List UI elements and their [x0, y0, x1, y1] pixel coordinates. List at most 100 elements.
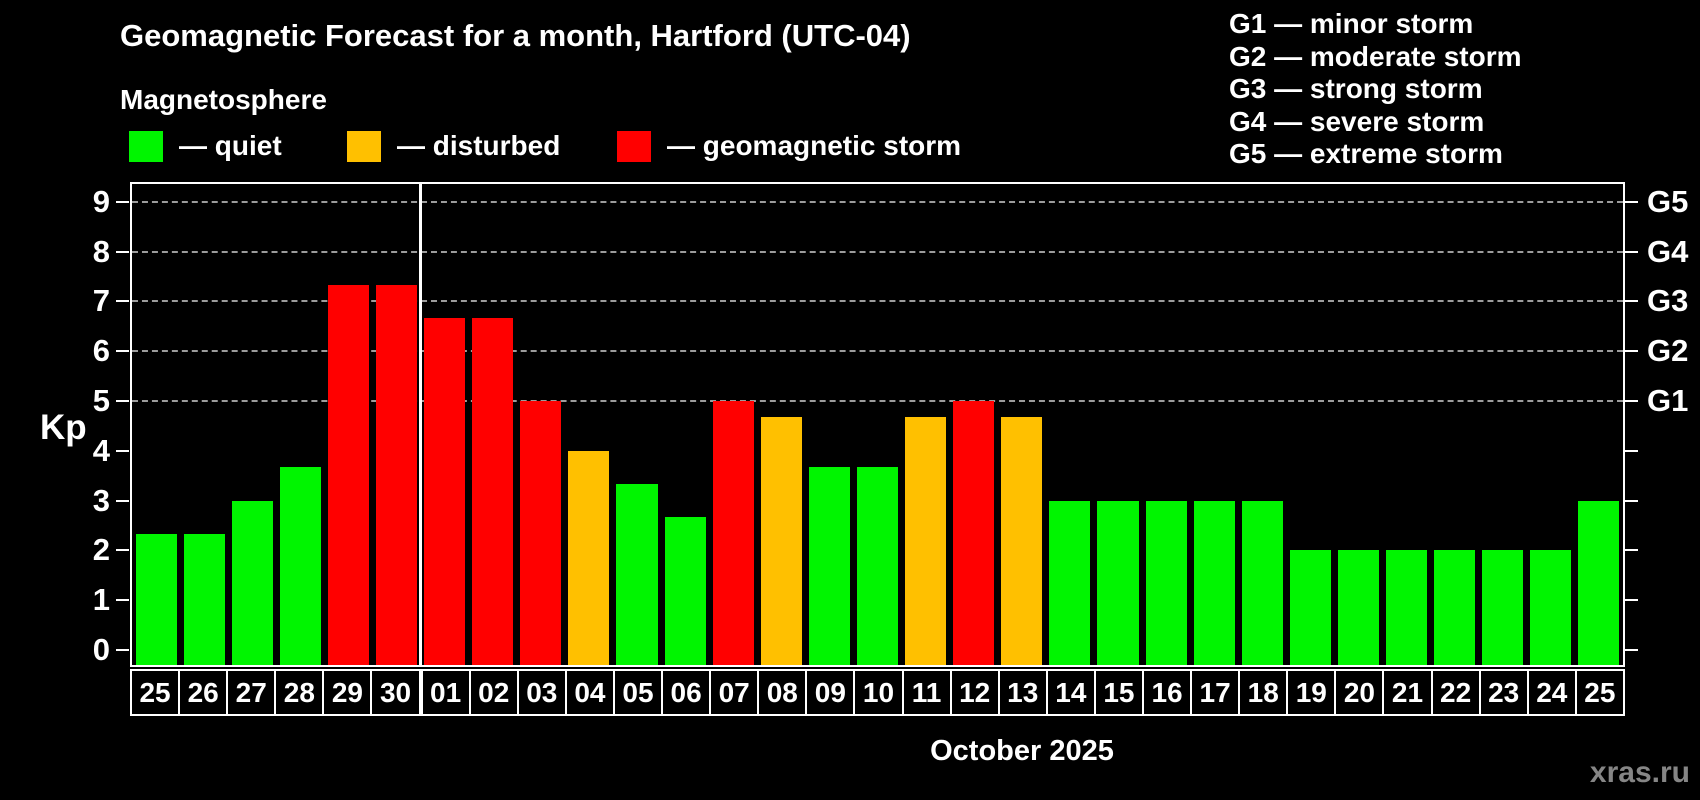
bar-day-07	[712, 401, 754, 665]
day-label-sep-30: 30	[370, 669, 421, 716]
day-label-oct-20: 20	[1334, 669, 1385, 716]
y-axis-title: Kp	[40, 408, 87, 447]
bar-day-28	[279, 467, 321, 665]
bar-day-26	[183, 533, 225, 665]
g2-legend-line: G2 — moderate storm	[1229, 40, 1522, 72]
bar-day-13	[1001, 417, 1043, 665]
day-label-oct-25: 25	[1574, 669, 1625, 716]
bar-day-15	[1097, 500, 1139, 665]
day-label-oct-01: 01	[418, 669, 471, 716]
y-axis-tick-right-0	[1624, 649, 1638, 651]
day-label-oct-11: 11	[901, 669, 952, 716]
bar-day-05	[616, 484, 658, 665]
day-label-oct-24: 24	[1526, 669, 1577, 716]
day-label-oct-10: 10	[853, 669, 904, 716]
gridline-kp9	[132, 200, 1623, 203]
y-axis-tick-left-5	[116, 400, 129, 402]
day-label-oct-09: 09	[805, 669, 856, 716]
g-axis-label-g2: G2	[1647, 333, 1689, 369]
legend-item-storm: — geomagnetic storm	[617, 130, 961, 162]
legend-disturbed-label: — disturbed	[397, 130, 561, 161]
day-label-oct-08: 08	[757, 669, 808, 716]
bar-day-25	[1578, 500, 1620, 665]
legend-quiet-label: — quiet	[179, 130, 282, 161]
day-label-oct-06: 06	[661, 669, 712, 716]
day-label-oct-21: 21	[1382, 669, 1433, 716]
day-label-sep-26: 26	[178, 669, 229, 716]
g3-legend-line: G3 — strong storm	[1229, 73, 1483, 104]
bar-day-08	[760, 417, 802, 665]
y-axis-tick-left-1	[116, 599, 129, 602]
bar-day-01	[424, 317, 466, 665]
day-label-oct-02: 02	[468, 669, 519, 716]
day-label-oct-03: 03	[516, 669, 567, 716]
y-axis-tick-left-4	[116, 449, 129, 452]
bar-day-10	[856, 467, 899, 665]
day-label-oct-14: 14	[1045, 669, 1096, 716]
page-title: Geomagnetic Forecast for a month, Hartfo…	[120, 18, 911, 53]
day-label-sep-29: 29	[322, 669, 373, 716]
y-axis-tick-right-9	[1624, 200, 1638, 203]
y-axis-tick-right-5	[1624, 400, 1638, 402]
y-axis-label-9: 9	[92, 183, 110, 219]
y-axis-tick-right-6	[1624, 350, 1638, 353]
y-axis-tick-left-6	[116, 350, 129, 353]
day-label-oct-15: 15	[1093, 669, 1144, 716]
bar-day-30	[375, 284, 418, 665]
gridline-kp6	[132, 350, 1623, 353]
y-axis-label-0: 0	[92, 632, 110, 667]
y-axis-tick-right-7	[1624, 300, 1638, 303]
y-axis-tick-left-2	[116, 549, 129, 552]
bar-day-24	[1530, 550, 1572, 665]
y-axis-label-3: 3	[92, 482, 110, 518]
day-label-oct-04: 04	[564, 669, 615, 716]
bar-day-19	[1289, 550, 1331, 665]
y-axis-tick-left-0	[116, 649, 129, 651]
legend-item-quiet: — quiet	[129, 130, 282, 162]
day-label-oct-05: 05	[612, 669, 664, 716]
y-axis-label-5: 5	[92, 383, 110, 418]
g-axis-label-g5: G5	[1647, 183, 1689, 219]
disturbed-color-swatch-icon	[347, 130, 381, 162]
y-axis-tick-left-8	[116, 250, 129, 253]
y-axis-label-4: 4	[92, 432, 110, 468]
day-label-oct-13: 13	[997, 669, 1048, 716]
day-label-oct-18: 18	[1238, 669, 1289, 716]
watermark: xras.ru	[1589, 756, 1690, 789]
y-axis-label-6: 6	[92, 333, 110, 369]
gridline-kp8	[132, 250, 1623, 253]
gridline-kp5	[132, 400, 1623, 402]
bar-day-20	[1337, 550, 1379, 665]
y-axis-tick-left-9	[116, 200, 129, 203]
month-separator-line	[419, 184, 423, 665]
bar-day-11	[905, 417, 947, 665]
bar-day-23	[1482, 550, 1524, 665]
g-axis-label-g4: G4	[1647, 233, 1689, 269]
y-axis-label-2: 2	[92, 532, 110, 568]
bar-day-18	[1241, 500, 1283, 665]
g-axis-label-g3: G3	[1647, 283, 1689, 319]
g1-legend-line: G1 — minor storm	[1229, 8, 1474, 39]
y-axis-tick-left-3	[116, 499, 129, 502]
bar-day-14	[1049, 500, 1091, 665]
x-axis-day-labels: 25 26 27 28 29 30 01 02 03 04 05 06 07 08 09 10 11 12 13 14…	[130, 669, 1625, 716]
y-axis-tick-right-2	[1624, 549, 1638, 552]
g5-legend-line: G5 — extreme storm	[1229, 138, 1503, 169]
day-label-oct-23: 23	[1478, 669, 1529, 716]
y-axis-tick-left-7	[116, 300, 129, 303]
plot-area: 0 1 2 3 4 5 6 7 8 9 G1 G2 G3 G4 G5	[93, 182, 1688, 667]
y-axis-tick-right-4	[1624, 449, 1638, 452]
day-label-sep-25: 25	[130, 669, 181, 716]
g4-legend-line: G4 — severe storm	[1229, 105, 1485, 137]
storm-color-swatch-icon	[617, 130, 651, 162]
bar-day-12	[953, 401, 995, 665]
y-axis-tick-right-3	[1624, 499, 1638, 502]
legend-item-disturbed: — disturbed	[347, 130, 560, 162]
day-label-sep-27: 27	[226, 669, 277, 716]
day-label-sep-28: 28	[274, 669, 325, 716]
day-label-oct-07: 07	[709, 669, 760, 716]
bar-day-17	[1193, 500, 1235, 665]
bar-day-22	[1434, 550, 1476, 665]
bar-day-16	[1145, 500, 1187, 665]
y-axis-tick-right-1	[1624, 599, 1638, 602]
